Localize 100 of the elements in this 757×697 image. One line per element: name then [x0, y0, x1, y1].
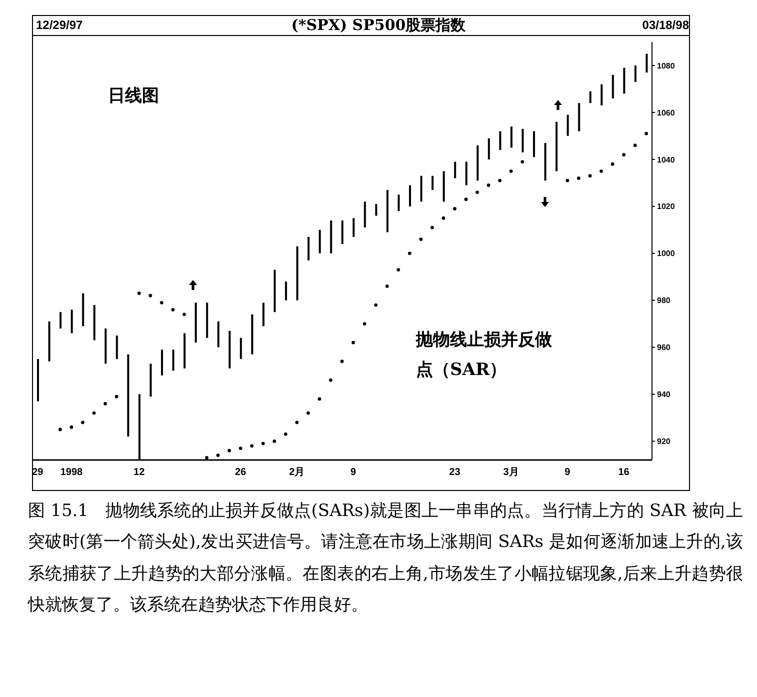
- x-tick-label: 16: [618, 467, 630, 478]
- bar: [352, 218, 355, 237]
- x-tick-label: 9: [564, 467, 571, 478]
- bar: [341, 220, 344, 244]
- bar: [228, 330, 231, 368]
- y-tick-label: 1020: [657, 202, 676, 212]
- point: [160, 300, 164, 304]
- point: [509, 169, 513, 173]
- bar: [566, 114, 569, 136]
- bar: [161, 350, 163, 376]
- bar: [522, 128, 524, 152]
- point: [148, 294, 152, 298]
- y-tick-label: 980: [657, 296, 671, 306]
- bar: [454, 162, 456, 178]
- bar: [318, 230, 321, 254]
- bar: [409, 185, 411, 206]
- point: [250, 444, 254, 448]
- bar: [104, 328, 107, 364]
- point: [644, 132, 648, 136]
- bar: [510, 126, 512, 148]
- bar: [194, 302, 197, 343]
- bar: [184, 333, 186, 368]
- x-tick-label: 2月: [289, 467, 305, 478]
- bar: [646, 54, 648, 73]
- bar: [634, 65, 636, 82]
- y-tick-label: 920: [657, 437, 671, 446]
- point: [228, 448, 231, 452]
- bar: [172, 350, 174, 371]
- x-tick-label: 3月: [503, 467, 519, 478]
- bar: [623, 68, 626, 94]
- chart-title: (*SPX) SP500股票指数: [291, 16, 466, 34]
- point: [396, 268, 400, 272]
- point: [588, 174, 592, 178]
- point: [610, 162, 614, 166]
- bar: [556, 122, 558, 172]
- point: [58, 428, 62, 432]
- point: [453, 207, 456, 210]
- y-tick-label: 960: [657, 343, 671, 352]
- bar: [37, 359, 39, 402]
- point: [261, 442, 265, 446]
- point: [498, 178, 502, 182]
- bar: [533, 131, 535, 158]
- bar: [499, 131, 502, 150]
- point: [70, 425, 74, 429]
- bar: [262, 302, 264, 326]
- x-tick-label: 12: [134, 467, 146, 478]
- x-tick-label: 23: [449, 467, 461, 478]
- y-tick-label: 940: [657, 390, 671, 400]
- point: [520, 160, 524, 164]
- point: [205, 456, 208, 460]
- bar: [217, 321, 220, 348]
- bar: [60, 312, 62, 328]
- bar: [578, 103, 580, 132]
- point: [81, 420, 84, 424]
- y-tick-label: 1000: [657, 249, 676, 258]
- bar: [296, 246, 298, 300]
- point: [171, 308, 175, 312]
- bar: [364, 202, 366, 228]
- point: [476, 190, 479, 194]
- x-tick-label: 29: [32, 467, 44, 478]
- caption: 图 15.1 抛物线系统的止损并反做点(SARs)就是图上一串串的点。当行情上方的 SAR 被向上突破时(第一个箭头处),发出买进信号。请注意在市场上涨期间 SARs 是如何逐渐加速上升的,该系统捕获了上升趋势的大部分涨幅。在图表的右上角,市场发生了小幅拉锯现象,后来上升趋势很快就恢复了。该系统在趋势状态下作用良好。: [28, 500, 743, 618]
- point: [137, 292, 141, 295]
- x-tick-label: 1998: [60, 467, 84, 478]
- point: [306, 411, 310, 415]
- bar: [420, 176, 422, 202]
- point: [352, 340, 355, 344]
- bar: [127, 354, 130, 437]
- point: [104, 402, 107, 406]
- point: [362, 322, 366, 326]
- point: [430, 226, 434, 230]
- bar: [600, 84, 603, 106]
- bar: [274, 270, 276, 312]
- bar: [308, 236, 310, 260]
- bar: [82, 293, 84, 326]
- point: [272, 440, 276, 443]
- y-tick-label: 1040: [657, 155, 676, 164]
- bar: [432, 176, 434, 190]
- text: 12/29/97: [36, 18, 83, 32]
- point: [374, 303, 378, 307]
- bar: [442, 171, 445, 202]
- point: [442, 216, 446, 220]
- bar: [488, 138, 490, 160]
- bar: [386, 190, 388, 232]
- point: [566, 178, 570, 182]
- point: [577, 176, 580, 180]
- annotation: 抛物线止损并反做点（SAR）: [416, 329, 552, 382]
- point: [114, 394, 118, 398]
- text: 03/18/98: [642, 18, 689, 32]
- point: [329, 378, 332, 382]
- point: [622, 153, 626, 156]
- bar: [465, 162, 468, 186]
- point: [284, 432, 288, 436]
- bar: [206, 302, 208, 338]
- point: [92, 411, 96, 415]
- point: [419, 238, 423, 241]
- bar: [251, 314, 254, 354]
- annotation: 日线图: [108, 86, 159, 106]
- y-tick-label: 1060: [657, 108, 676, 118]
- bar: [612, 74, 614, 98]
- x-tick-label: 26: [234, 467, 247, 478]
